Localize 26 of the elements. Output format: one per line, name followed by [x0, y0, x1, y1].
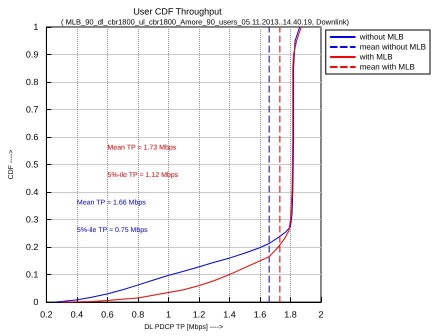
x-tick-label: 0.6: [101, 310, 114, 320]
y-tick-label: 0.9: [26, 50, 38, 60]
y-tick-label: 0.2: [26, 242, 38, 252]
y-tick-label: 0.6: [26, 132, 38, 142]
x-tick-label: 1.8: [284, 310, 297, 320]
y-tick-label: 0.3: [26, 214, 38, 225]
y-tick-label: 0: [33, 297, 38, 308]
y-tick-label: 0.5: [26, 160, 38, 170]
legend-label: without MLB: [358, 32, 404, 42]
y-tick-label: 1: [33, 22, 38, 32]
x-tick-label: 2: [318, 310, 324, 320]
x-tick-label: 1.2: [192, 310, 206, 320]
x-tick-label: 1: [166, 310, 171, 320]
x-tick-label: 1.6: [254, 310, 266, 320]
y-tick-label: 0.8: [26, 77, 38, 88]
x-tick-label: 0.4: [70, 310, 84, 320]
chart-title: User CDF Throughput: [133, 6, 222, 16]
x-tick-label: 1.4: [223, 310, 236, 320]
legend-label: mean without MLB: [360, 42, 426, 52]
x-tick-label: 0.2: [40, 310, 53, 320]
y-tick-label: 0.4: [26, 187, 38, 198]
legend-label: mean with MLB: [360, 62, 415, 72]
legend-label: with MLB: [358, 52, 393, 62]
x-tick-label: 0.8: [132, 310, 144, 320]
y-tick-label: 0.1: [26, 270, 38, 280]
y-tick-label: 0.7: [26, 104, 38, 115]
